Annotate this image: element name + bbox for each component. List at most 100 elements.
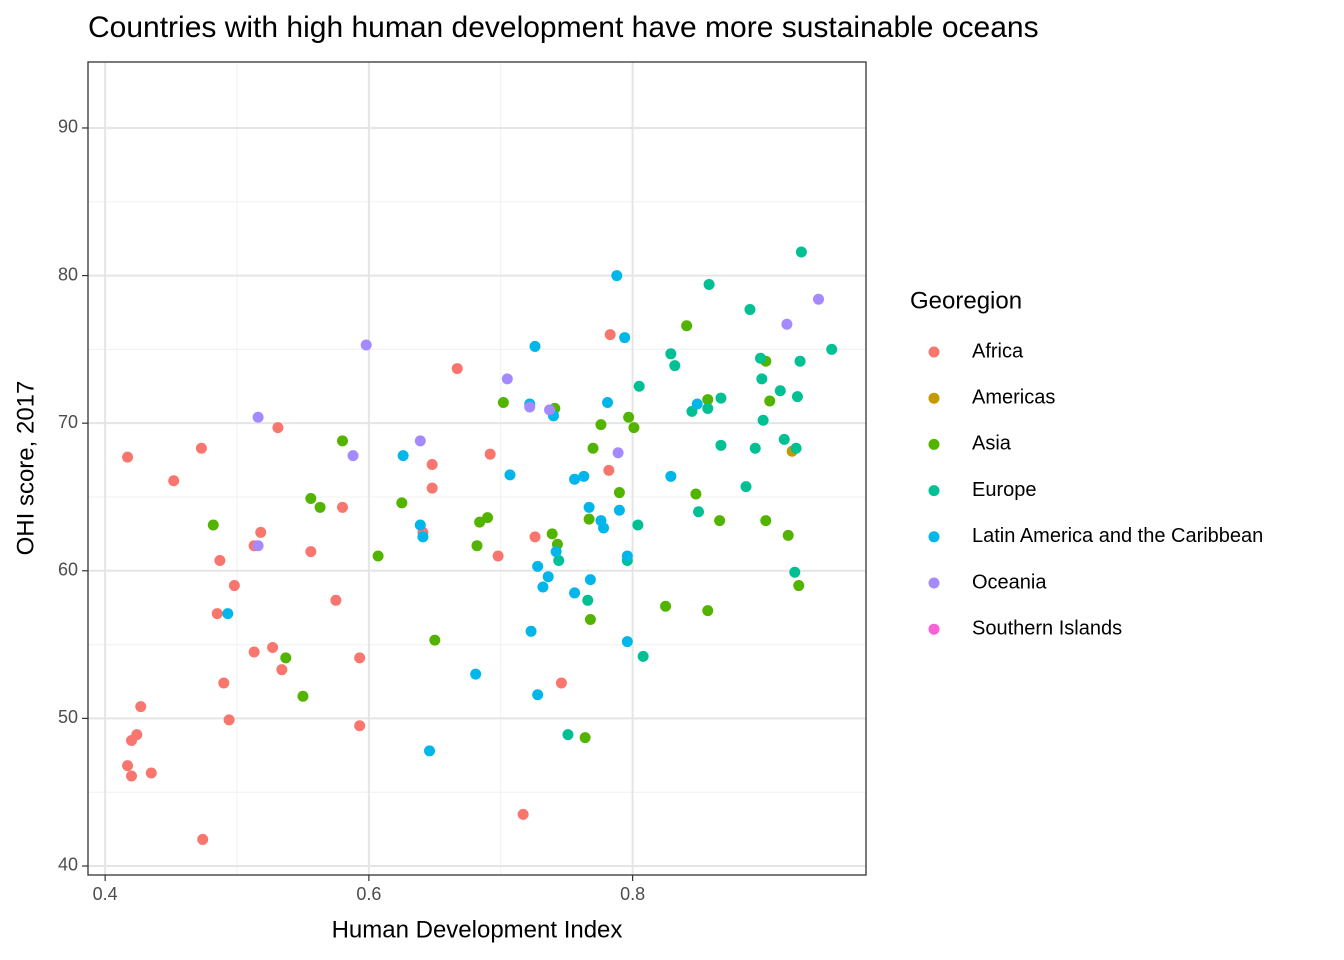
point	[347, 450, 359, 462]
legend-label: Africa	[972, 340, 1024, 362]
x-tick-label: 0.8	[620, 884, 645, 904]
point	[482, 512, 494, 524]
point	[484, 448, 496, 460]
point	[305, 546, 317, 558]
legend-label: Asia	[972, 433, 1012, 455]
y-axis-title: OHI score, 2017	[12, 381, 39, 556]
x-tick-label: 0.6	[356, 884, 381, 904]
point	[569, 473, 581, 485]
point	[619, 332, 631, 344]
point	[517, 808, 529, 820]
y-tick-label: 80	[58, 264, 78, 284]
point	[793, 580, 805, 592]
point	[252, 411, 264, 423]
point	[532, 689, 544, 701]
point	[598, 522, 610, 534]
point	[790, 442, 802, 454]
point	[544, 404, 556, 416]
point	[578, 470, 590, 482]
point	[131, 729, 143, 741]
point	[794, 355, 806, 367]
x-axis-title: Human Development Index	[332, 916, 623, 943]
legend-marker	[928, 577, 940, 589]
point	[702, 605, 714, 617]
point	[397, 450, 409, 462]
legend-marker	[928, 485, 940, 497]
point	[623, 411, 635, 423]
legend-marker	[928, 623, 940, 635]
point	[756, 373, 768, 385]
legend-marker	[928, 531, 940, 543]
point	[470, 668, 482, 680]
y-tick-label: 90	[58, 117, 78, 137]
point	[714, 515, 726, 527]
point	[497, 397, 509, 409]
point	[354, 720, 366, 732]
point	[632, 519, 644, 531]
point	[562, 729, 574, 741]
point	[195, 442, 207, 454]
point	[715, 439, 727, 451]
point	[168, 475, 180, 487]
legend-marker	[928, 392, 940, 404]
chart-title: Countries with high human development ha…	[88, 11, 1039, 44]
point	[272, 422, 284, 434]
point	[451, 363, 463, 375]
point	[529, 340, 541, 352]
point	[417, 531, 429, 543]
point	[774, 385, 786, 397]
point	[396, 497, 408, 509]
point	[336, 501, 348, 513]
point	[740, 481, 752, 493]
point	[612, 447, 624, 459]
point	[267, 642, 279, 654]
point	[414, 519, 426, 531]
point	[297, 690, 309, 702]
point	[255, 526, 267, 538]
point	[122, 451, 134, 463]
point	[637, 650, 649, 662]
x-tick-label: 0.4	[93, 884, 118, 904]
point	[426, 459, 438, 471]
point	[613, 487, 625, 499]
point	[781, 318, 793, 330]
point	[336, 435, 348, 447]
point	[602, 397, 614, 409]
point	[628, 422, 640, 434]
legend-label: Oceania	[972, 571, 1047, 593]
point	[197, 833, 209, 845]
point	[471, 540, 483, 552]
point	[595, 419, 607, 431]
point	[553, 554, 565, 566]
point	[305, 492, 317, 504]
y-tick-label: 50	[58, 707, 78, 727]
point	[669, 360, 681, 372]
point	[633, 380, 645, 392]
point	[795, 246, 807, 258]
point	[715, 392, 727, 404]
point	[579, 732, 591, 744]
point	[252, 540, 264, 552]
point	[703, 278, 715, 290]
point	[222, 608, 234, 620]
point	[611, 270, 623, 282]
point	[690, 488, 702, 500]
point	[525, 625, 537, 637]
point	[429, 634, 441, 646]
point	[504, 469, 516, 481]
point	[223, 714, 235, 726]
point	[583, 501, 595, 513]
point	[782, 529, 794, 541]
point	[546, 528, 558, 540]
point	[665, 348, 677, 360]
point	[214, 554, 226, 566]
point	[207, 519, 219, 531]
legend-label: Europe	[972, 479, 1037, 501]
legend-label: Americas	[972, 386, 1055, 408]
point	[424, 745, 436, 757]
plot-border	[87, 61, 867, 876]
point	[330, 594, 342, 606]
point	[681, 320, 693, 332]
point	[135, 701, 147, 713]
point	[691, 398, 703, 410]
